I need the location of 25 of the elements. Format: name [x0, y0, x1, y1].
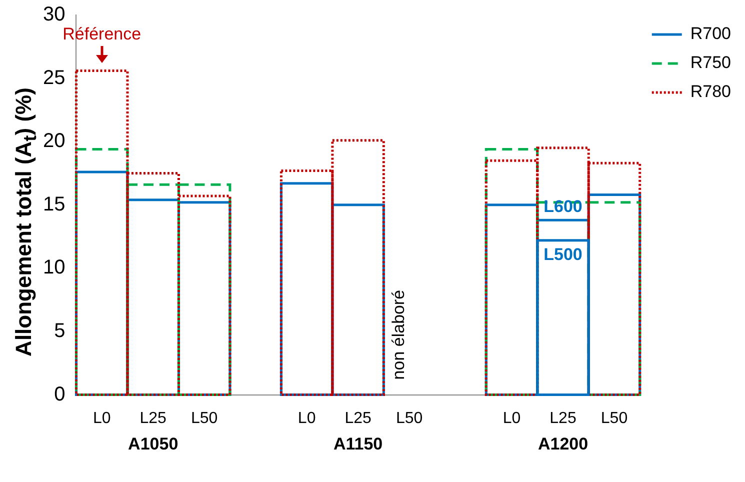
legend-label: R700 [690, 24, 731, 44]
x-tick-label: L50 [190, 410, 218, 427]
x-tick-label: L0 [92, 410, 111, 427]
legend-label: R750 [690, 53, 731, 72]
y-tick-label: 20 [42, 130, 66, 152]
text: A1200 [538, 434, 588, 454]
x-tick-label: L50 [396, 410, 423, 427]
annotation: Référence [62, 24, 142, 44]
x-tick-label: L25 [344, 410, 372, 427]
annotation: L500 [544, 245, 582, 264]
y-tick-label: 10 [42, 256, 66, 279]
legend-label: R780 [690, 82, 731, 102]
x-tick-label: L0 [298, 410, 316, 427]
y-tick-label: 0 [54, 383, 66, 406]
text: A1150 [333, 434, 383, 454]
y-tick-label: 25 [42, 66, 66, 89]
y-tick-label: 30 [42, 4, 66, 26]
x-tick-label: L50 [600, 410, 628, 427]
x-tick-label: L25 [550, 410, 576, 427]
annotation: non élaboré [388, 290, 408, 380]
text: A1050 [128, 434, 178, 454]
y-tick-label: 15 [42, 193, 66, 216]
x-tick-label: L25 [140, 410, 167, 427]
y-tick-label: 5 [54, 320, 66, 342]
x-tick-label: L0 [502, 410, 521, 427]
